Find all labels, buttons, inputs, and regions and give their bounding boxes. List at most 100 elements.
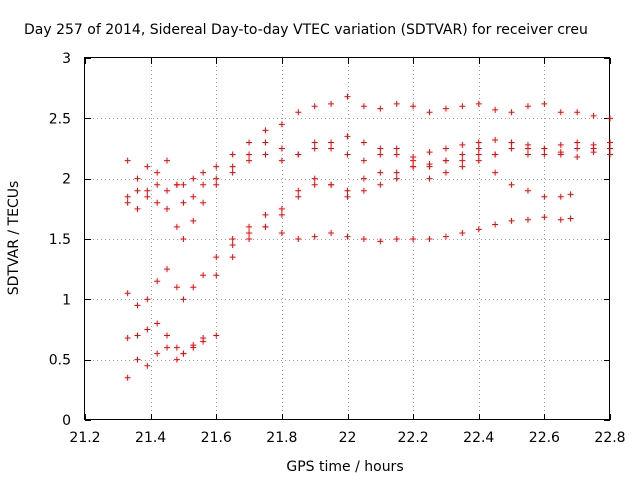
- data-point: [567, 215, 574, 222]
- data-point: [574, 153, 581, 160]
- data-point: [508, 181, 515, 188]
- data-point: [262, 223, 269, 230]
- data-point: [262, 211, 269, 218]
- series-track-5: [124, 151, 574, 357]
- data-point: [459, 103, 466, 110]
- data-point: [541, 151, 548, 158]
- data-point: [360, 187, 367, 194]
- data-point: [213, 272, 220, 279]
- chart-title: Day 257 of 2014, Sidereal Day-to-day VTE…: [24, 22, 588, 38]
- data-point: [541, 193, 548, 200]
- data-point: [154, 181, 161, 188]
- data-point: [541, 214, 548, 221]
- data-point: [508, 145, 515, 152]
- data-point: [144, 187, 151, 194]
- y-tick-label: 0: [62, 413, 71, 429]
- data-point: [180, 181, 187, 188]
- data-point: [360, 103, 367, 110]
- y-tick-label: 2.5: [49, 111, 71, 127]
- data-point: [508, 109, 515, 116]
- data-point: [246, 151, 253, 158]
- data-point: [557, 151, 564, 158]
- data-point: [295, 193, 302, 200]
- data-point: [410, 236, 417, 242]
- data-point: [190, 344, 197, 351]
- data-point: [246, 223, 253, 230]
- y-tick-labels: 0 0.5 1 1.5 2 2.5 3: [49, 51, 71, 429]
- y-tick-label: 1.5: [49, 232, 71, 248]
- data-point: [508, 217, 515, 224]
- data-point: [311, 139, 318, 146]
- data-point: [295, 187, 302, 194]
- data-point: [475, 139, 482, 146]
- data-point: [492, 137, 499, 144]
- data-point: [475, 100, 482, 107]
- data-point: [311, 181, 318, 188]
- data-point: [459, 151, 466, 158]
- data-point: [328, 100, 335, 107]
- data-point: [124, 193, 131, 200]
- data-point: [607, 145, 613, 152]
- data-point: [124, 374, 131, 381]
- data-point: [459, 229, 466, 236]
- data-point: [190, 175, 197, 182]
- x-tick-labels: 21.2 21.4 21.6 21.8 22 22.2 22.4 22.6 22.8: [69, 430, 625, 446]
- data-point: [524, 187, 531, 194]
- data-point: [492, 151, 499, 158]
- x-tick-label: 21.8: [266, 430, 297, 446]
- data-point: [164, 157, 171, 164]
- data-point: [524, 103, 531, 110]
- data-point: [144, 163, 151, 170]
- data-point: [328, 139, 335, 146]
- data-point: [557, 193, 564, 200]
- data-point: [410, 163, 417, 170]
- data-point: [459, 157, 466, 164]
- data-point: [328, 145, 335, 152]
- data-point: [154, 350, 161, 357]
- data-point: [154, 199, 161, 206]
- data-point: [344, 233, 351, 240]
- data-point: [134, 302, 141, 309]
- data-point: [557, 216, 564, 223]
- data-point: [492, 169, 499, 176]
- data-point: [524, 216, 531, 223]
- data-points: [124, 93, 613, 381]
- data-point: [574, 145, 581, 152]
- data-point: [173, 223, 180, 230]
- data-point: [475, 157, 482, 164]
- data-point: [200, 338, 207, 345]
- data-point: [246, 139, 253, 146]
- data-point: [607, 115, 613, 122]
- series-track-4: [124, 145, 613, 309]
- data-point: [173, 284, 180, 291]
- data-point: [164, 332, 171, 339]
- data-point: [213, 332, 220, 339]
- data-point: [393, 151, 400, 158]
- data-point: [173, 181, 180, 188]
- data-point: [541, 100, 548, 107]
- data-point: [377, 181, 384, 188]
- data-point: [164, 187, 171, 194]
- data-point: [328, 229, 335, 236]
- x-tick-label: 21.6: [201, 430, 232, 446]
- data-point: [328, 181, 335, 188]
- data-point: [180, 236, 187, 242]
- data-point: [190, 193, 197, 200]
- data-point: [200, 181, 207, 188]
- data-point: [295, 151, 302, 158]
- series-track-6: [124, 214, 574, 381]
- data-point: [154, 169, 161, 176]
- y-axis-label: SDTVAR / TECUs: [6, 181, 22, 296]
- x-tick-label: 21.4: [135, 430, 166, 446]
- data-point: [442, 233, 449, 240]
- data-point: [410, 103, 417, 110]
- data-point: [607, 139, 613, 146]
- data-point: [278, 145, 285, 152]
- data-point: [144, 193, 151, 200]
- data-point: [590, 149, 597, 156]
- data-point: [144, 296, 151, 303]
- x-tick-label: 22.6: [529, 430, 560, 446]
- data-point: [426, 175, 433, 182]
- data-point: [393, 145, 400, 152]
